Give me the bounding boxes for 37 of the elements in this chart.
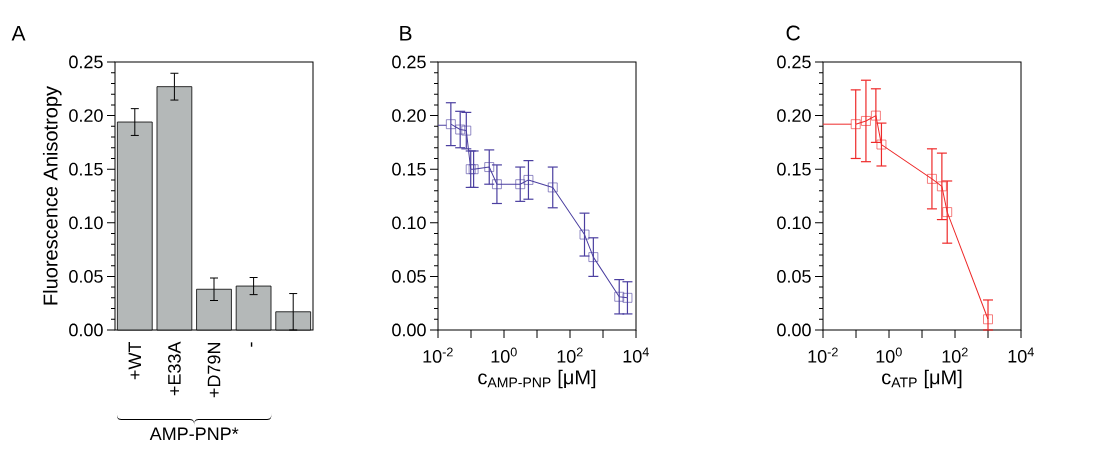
y-tick-label: 0.15 [777,162,811,176]
y-tick-label: 0.10 [69,216,103,230]
x-tick-label: 10$^{4}$ [623,347,649,363]
x-tick-label: - [250,342,253,347]
x-axis-title: c$_{AMP-PNP}$ [μM] [478,369,596,389]
x-tick-label: 10$^{-2}$ [423,347,453,363]
y-tick-label: 0.20 [392,109,426,122]
y-tick-label: 0.10 [392,216,426,230]
x-tick-label: +E33A [168,341,181,396]
x-tick-label: 10$^{2}$ [942,347,968,363]
y-tick-label: 0.05 [69,270,103,283]
y-tick-label: 0.15 [392,162,426,176]
y-tick-label: 0.25 [777,55,811,69]
y-tick-label: 0.20 [777,109,811,122]
x-tick-label: 10$^{4}$ [1008,347,1034,363]
y-tick-label: 0.10 [777,216,811,230]
y-tick-label: 0.00 [69,323,103,337]
x-tick-label: 10$^{0}$ [491,347,517,363]
x-tick-label: +WT [128,341,141,380]
y-tick-label: 0.15 [69,162,103,176]
y-tick-label: 0.05 [392,270,426,283]
chart-title: B [400,26,412,41]
x-tick-label: 10$^{2}$ [557,347,583,363]
y-tick-label: 0.25 [69,55,103,69]
y-tick-label: 0.25 [392,55,426,69]
y-axis-title: Fluorescence Anisotropy [42,86,62,305]
text: AMP-PNP* [149,427,239,440]
chart-title: C [786,25,800,41]
y-tick-label: 0.00 [392,323,426,337]
x-axis-title: c$_{ATP}$ [μM] [882,369,962,389]
x-tick-label: 10$^{-2}$ [808,347,838,363]
chart-title: A [11,26,26,41]
x-tick-label: +D79N [207,343,221,398]
y-tick-label: 0.20 [69,109,103,122]
y-tick-label: 0.00 [777,323,811,337]
y-tick-label: 0.05 [777,270,811,283]
x-tick-label: 10$^{0}$ [876,347,902,363]
